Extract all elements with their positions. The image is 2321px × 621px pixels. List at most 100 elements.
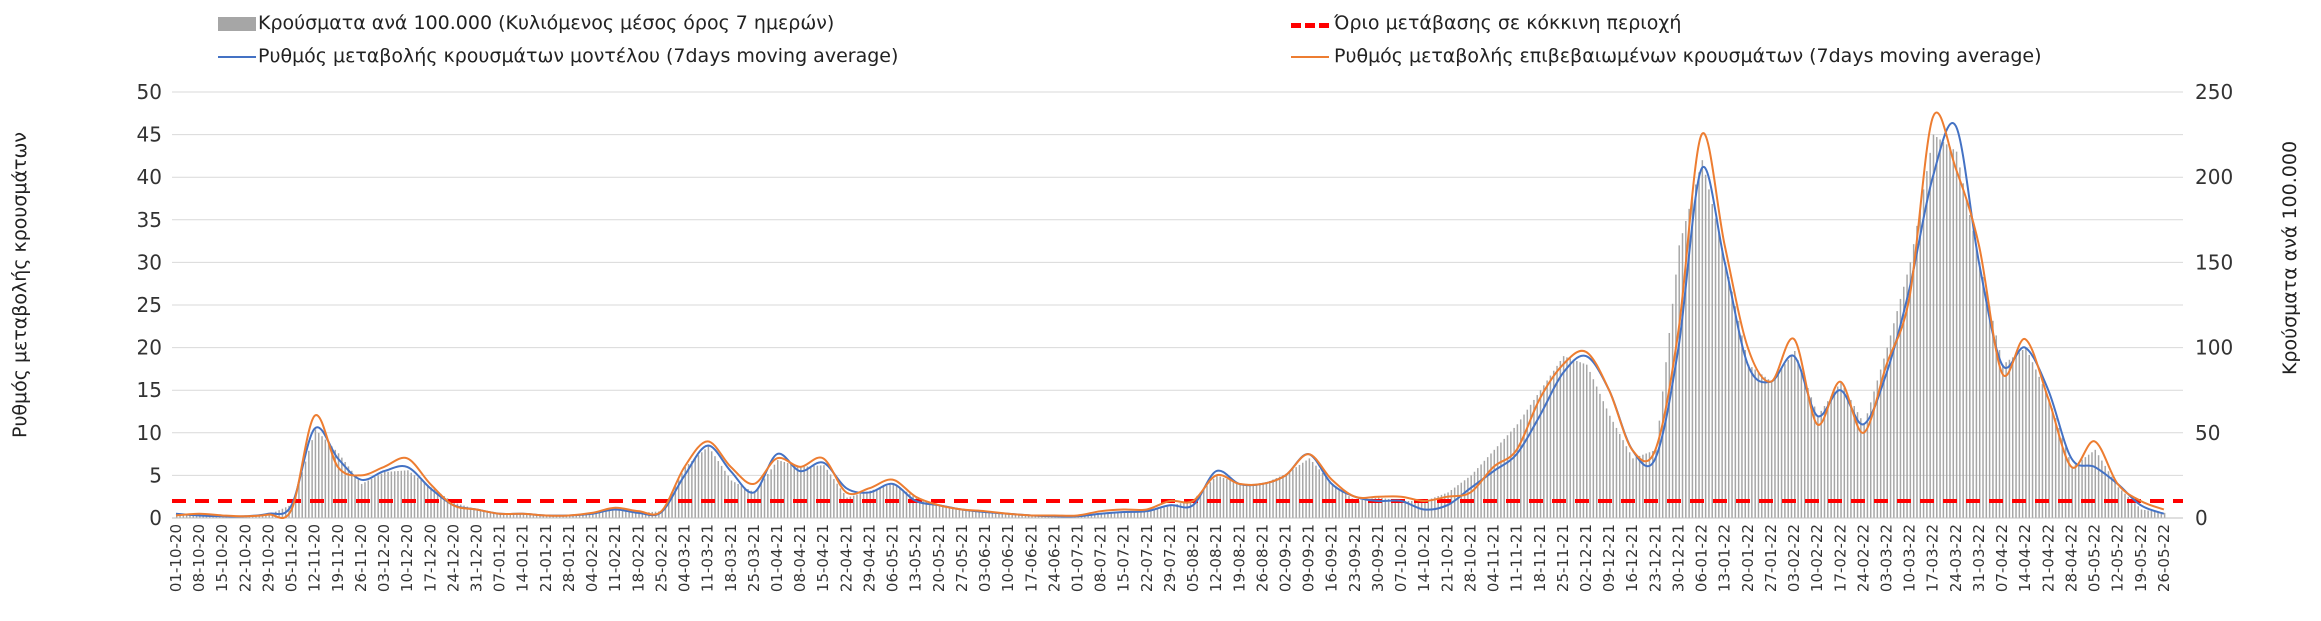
case-bar <box>443 496 445 518</box>
x-tick-label: 25-11-21 <box>1554 524 1572 592</box>
x-tick-label: 04-11-21 <box>1485 524 1503 592</box>
case-bar <box>2021 350 2024 518</box>
case-bar <box>598 511 601 518</box>
case-bar <box>1612 421 1614 518</box>
legend-label-bars: Κρούσματα ανά 100.000 (Κυλιόμενος μέσος … <box>258 12 835 34</box>
case-bar <box>2064 447 2067 518</box>
x-tick-label: 17-12-20 <box>421 524 439 592</box>
case-bar <box>1767 379 1770 518</box>
case-bar <box>1410 500 1413 518</box>
case-bar <box>456 503 459 518</box>
case-bar <box>1959 167 1961 518</box>
case-bar <box>608 510 611 518</box>
case-bar <box>2144 509 2146 518</box>
case-bar <box>473 508 475 518</box>
case-bar <box>2137 506 2139 518</box>
case-bar <box>994 513 997 518</box>
x-tick-label: 07-10-21 <box>1392 524 1410 592</box>
x-tick-label: 25-03-21 <box>745 524 763 592</box>
x-tick-label: 19-11-20 <box>329 524 347 592</box>
case-bar <box>202 515 204 518</box>
y-left-tick-label: 15 <box>137 378 162 402</box>
x-tick-label: 09-12-21 <box>1600 524 1618 592</box>
case-bar <box>1163 507 1165 518</box>
case-bar <box>344 462 346 518</box>
case-bar <box>1219 476 1221 518</box>
case-bar <box>377 475 379 518</box>
case-bar <box>446 498 449 518</box>
legend-label-confirmed: Ρυθμός μεταβολής επιβεβαιωμένων κρουσμάτ… <box>1334 45 2042 67</box>
case-bar <box>1926 171 1928 518</box>
y-right-tick-label: 50 <box>2195 421 2220 445</box>
case-bar <box>1652 451 1654 518</box>
case-bar <box>694 458 696 518</box>
case-bar <box>1843 387 1846 518</box>
case-bar <box>506 513 508 518</box>
case-bar <box>737 483 739 518</box>
case-bar <box>833 479 835 518</box>
case-bar <box>843 492 845 518</box>
case-bar <box>971 510 974 518</box>
case-bar <box>1090 514 1093 518</box>
y-right-tick-label: 250 <box>2195 80 2233 104</box>
case-bar <box>1820 410 1822 518</box>
case-bar <box>436 491 439 518</box>
x-tick-label: 28-01-21 <box>560 524 578 592</box>
x-tick-label: 07-01-21 <box>491 524 509 592</box>
case-bar <box>638 512 640 518</box>
x-tick-label: 17-02-22 <box>1831 524 1849 592</box>
case-bar <box>1430 498 1433 518</box>
case-bar <box>347 466 350 518</box>
legend-label-model: Ρυθμός μεταβολής κρουσμάτων μοντέλου (7d… <box>258 45 899 67</box>
case-bar <box>1269 480 1271 518</box>
case-bar <box>479 509 482 518</box>
case-bar <box>1519 419 1522 518</box>
case-bar <box>516 514 518 518</box>
case-bar <box>677 479 680 518</box>
case-bar <box>1008 514 1010 518</box>
case-bar <box>618 509 620 518</box>
case-bar <box>1572 359 1575 518</box>
case-bar <box>691 461 693 518</box>
x-tick-label: 20-01-22 <box>1739 524 1757 592</box>
case-bar <box>1176 504 1179 518</box>
case-bar <box>493 511 495 518</box>
case-bar <box>1113 511 1116 518</box>
x-tick-label: 15-07-21 <box>1115 524 1133 592</box>
case-bar <box>803 466 805 518</box>
case-bar <box>1632 458 1634 518</box>
case-bar <box>463 505 465 518</box>
case-bar <box>2157 511 2159 518</box>
case-bar <box>1136 511 1139 518</box>
case-bar <box>1037 516 1040 518</box>
case-bar <box>1169 506 1172 518</box>
case-bar <box>1027 516 1030 518</box>
case-bar <box>1295 467 1297 518</box>
case-bar <box>2104 465 2106 518</box>
case-bar <box>796 465 799 518</box>
case-bar <box>747 489 749 518</box>
case-bar <box>2005 362 2007 518</box>
case-bar <box>1873 391 1875 518</box>
case-bar <box>1414 500 1416 518</box>
case-bar <box>189 514 191 518</box>
case-bar <box>1589 371 1591 518</box>
case-bar <box>2127 496 2130 518</box>
case-bar <box>420 480 422 518</box>
case-bar <box>1510 431 1512 518</box>
x-tick-label: 29-04-21 <box>860 524 878 592</box>
case-bar <box>542 515 545 518</box>
case-bar <box>780 461 782 518</box>
case-bar <box>1827 401 1829 518</box>
case-bar <box>1661 391 1664 518</box>
case-bar <box>763 478 766 518</box>
case-bar <box>1995 335 1997 518</box>
x-tick-label: 29-07-21 <box>1161 524 1179 592</box>
x-tick-label: 08-10-20 <box>190 524 208 592</box>
case-bar <box>856 494 858 518</box>
case-bar <box>1724 262 1727 518</box>
case-bar <box>1893 323 1895 518</box>
case-bar <box>1467 477 1469 518</box>
case-bar <box>862 492 865 518</box>
case-bar <box>1480 464 1482 518</box>
